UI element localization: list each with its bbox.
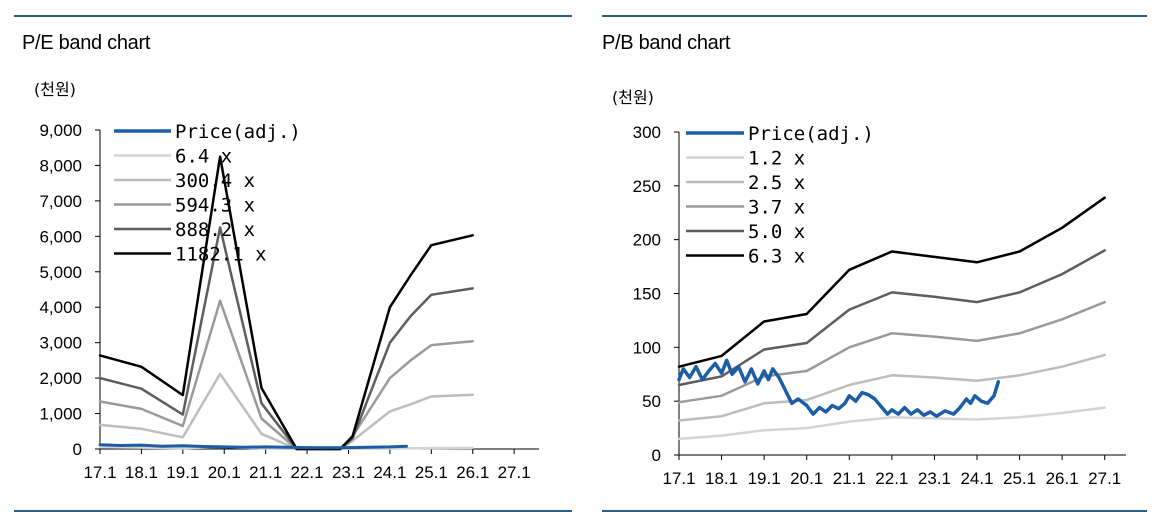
legend-entry: 594.3 x bbox=[114, 195, 255, 217]
series-line-2 bbox=[677, 353, 1106, 422]
x-tick-label: 18.1 bbox=[705, 469, 738, 488]
x-tick-label: 19.1 bbox=[166, 463, 199, 482]
x-tick-label: 26.1 bbox=[456, 463, 489, 482]
legend-entry: 300.4 x bbox=[114, 170, 255, 192]
x-tick-label: 23.1 bbox=[918, 469, 951, 488]
y-tick-label: 1,000 bbox=[39, 405, 82, 424]
y-tick-label: 9,000 bbox=[39, 121, 82, 140]
y-tick-label: 3,000 bbox=[39, 334, 82, 353]
legend-label: 888.2 x bbox=[175, 219, 255, 241]
x-tick-label: 22.1 bbox=[875, 469, 908, 488]
y-tick-label: 4,000 bbox=[39, 298, 82, 317]
x-tick-label: 19.1 bbox=[748, 469, 781, 488]
legend-label: Price(adj.) bbox=[175, 121, 301, 143]
legend-entry: 2.5 x bbox=[686, 172, 805, 194]
x-tick-label: 26.1 bbox=[1046, 469, 1079, 488]
pe-chart-title: P/E band chart bbox=[22, 32, 151, 54]
pe-unit-label: (천원) bbox=[34, 80, 76, 99]
legend-label: 6.3 x bbox=[748, 246, 805, 268]
legend-label: 6.4 x bbox=[175, 146, 232, 168]
pe-panel: P/E band chart (천원) 0 1,000 2,000 3,000 4,00… bbox=[14, 15, 572, 512]
pb-chart-title: P/B band chart bbox=[602, 32, 731, 54]
legend-label: 1182.1 x bbox=[175, 244, 267, 266]
top-rule bbox=[602, 15, 1147, 17]
y-tick-label: 300 bbox=[633, 123, 661, 142]
legend-entry: 6.4 x bbox=[114, 146, 232, 168]
series-line-3 bbox=[98, 299, 474, 451]
legend-label: 5.0 x bbox=[748, 221, 805, 243]
y-tick-label: 0 bbox=[652, 446, 661, 465]
y-tick-label: 7,000 bbox=[39, 192, 82, 211]
pb-chart-plot: 0 50 100 150 200 250 300 17.1 18.1 19.1 20.1 21.1 22… bbox=[633, 123, 1126, 488]
y-tick-label: 100 bbox=[633, 338, 661, 357]
y-tick-label: 0 bbox=[73, 440, 82, 459]
legend-label: 594.3 x bbox=[175, 195, 255, 217]
x-tick-label: 23.1 bbox=[332, 463, 365, 482]
y-tick-label: 2,000 bbox=[39, 369, 82, 388]
bottom-rule bbox=[14, 510, 572, 512]
y-tick-label: 200 bbox=[633, 231, 661, 250]
x-tick-label: 21.1 bbox=[249, 463, 282, 482]
pe-chart-plot: 0 1,000 2,000 3,000 4,000 5,000 6,000 7,000 8,00… bbox=[39, 121, 539, 482]
series-line-0 bbox=[98, 443, 408, 450]
legend-entry: 1.2 x bbox=[686, 148, 805, 170]
legend-entry: 888.2 x bbox=[114, 219, 255, 241]
y-tick-label: 50 bbox=[642, 392, 661, 411]
top-rule bbox=[14, 15, 572, 17]
legend-entry: 3.7 x bbox=[686, 197, 805, 219]
legend-entry: 1182.1 x bbox=[114, 244, 267, 266]
x-tick-label: 22.1 bbox=[291, 463, 324, 482]
legend-label: 2.5 x bbox=[748, 172, 805, 194]
x-tick-label: 24.1 bbox=[373, 463, 406, 482]
y-tick-label: 5,000 bbox=[39, 263, 82, 282]
x-tick-label: 21.1 bbox=[833, 469, 866, 488]
legend-label: 3.7 x bbox=[748, 197, 805, 219]
legend-label: Price(adj.) bbox=[748, 123, 874, 145]
x-tick-label: 24.1 bbox=[960, 469, 993, 488]
x-tick-label: 27.1 bbox=[498, 463, 531, 482]
series-line-0 bbox=[677, 358, 1001, 418]
series-line-1 bbox=[677, 406, 1106, 441]
legend-label: 300.4 x bbox=[175, 170, 255, 192]
series-line-4 bbox=[677, 249, 1106, 387]
x-tick-label: 27.1 bbox=[1088, 469, 1121, 488]
legend-entry: 6.3 x bbox=[686, 246, 805, 268]
series-line-3 bbox=[677, 300, 1106, 404]
x-tick-label: 20.1 bbox=[790, 469, 823, 488]
x-tick-label: 18.1 bbox=[125, 463, 158, 482]
x-tick-label: 25.1 bbox=[415, 463, 448, 482]
pb-panel: P/B band chart (천원) 0 50 100 150 200 250 300 17… bbox=[580, 0, 1160, 525]
pb-unit-label: (천원) bbox=[612, 88, 654, 107]
x-tick-label: 20.1 bbox=[208, 463, 241, 482]
legend-entry: Price(adj.) bbox=[114, 121, 301, 143]
legend-label: 1.2 x bbox=[748, 148, 805, 170]
y-tick-label: 250 bbox=[633, 177, 661, 196]
legend-entry: Price(adj.) bbox=[686, 123, 874, 145]
series-line-5 bbox=[677, 196, 1106, 368]
y-tick-label: 6,000 bbox=[39, 227, 82, 246]
y-tick-label: 8,000 bbox=[39, 156, 82, 175]
legend-entry: 5.0 x bbox=[686, 221, 805, 243]
bottom-rule bbox=[602, 510, 1147, 512]
series-line-5 bbox=[98, 155, 474, 451]
x-tick-label: 17.1 bbox=[662, 469, 695, 488]
y-tick-label: 150 bbox=[633, 285, 661, 304]
x-tick-label: 17.1 bbox=[83, 463, 116, 482]
x-tick-label: 25.1 bbox=[1003, 469, 1036, 488]
series-line-2 bbox=[98, 372, 474, 451]
